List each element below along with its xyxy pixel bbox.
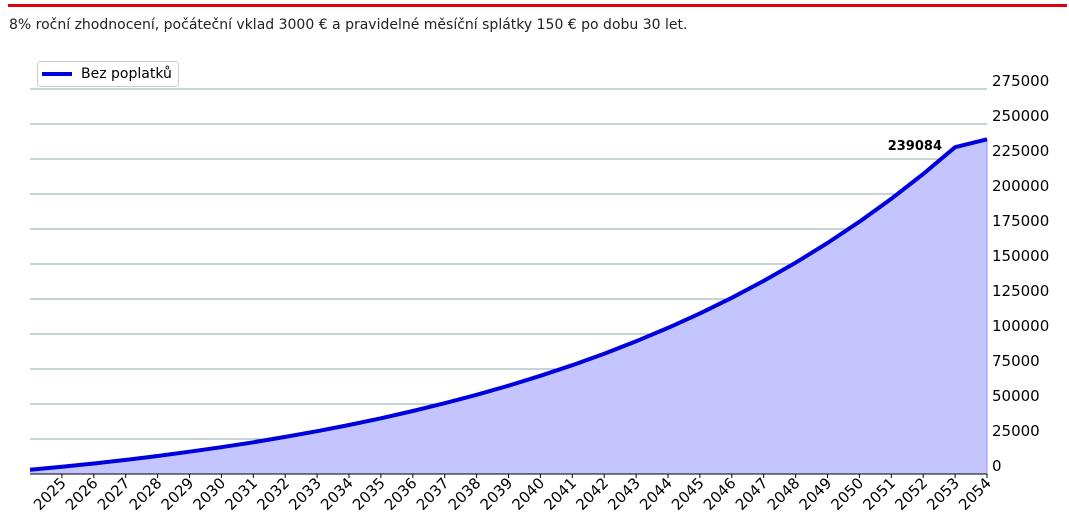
y-tick-label: 25000 bbox=[992, 422, 1040, 440]
x-tick-label: 2027 bbox=[94, 474, 134, 514]
x-tick-label: 2053 bbox=[923, 474, 963, 514]
x-tick-label: 2033 bbox=[285, 474, 325, 514]
y-tick-label: 225000 bbox=[992, 142, 1049, 160]
y-tick-label: 125000 bbox=[992, 282, 1049, 300]
x-tick-label: 2032 bbox=[253, 474, 293, 514]
x-tick-label: 2049 bbox=[796, 474, 836, 514]
x-tick-label: 2031 bbox=[221, 474, 261, 514]
x-tick-label: 2034 bbox=[317, 474, 357, 514]
chart-caption: 8% roční zhodnocení, počáteční vklad 300… bbox=[9, 17, 688, 33]
x-tick-label: 2037 bbox=[413, 474, 453, 514]
x-tick-label: 2046 bbox=[700, 474, 740, 514]
legend-swatch bbox=[42, 72, 72, 76]
y-tick-label: 50000 bbox=[992, 387, 1040, 405]
x-tick-label: 2029 bbox=[158, 474, 198, 514]
y-tick-label: 200000 bbox=[992, 177, 1049, 195]
y-tick-label: 250000 bbox=[992, 107, 1049, 125]
x-tick-label: 2040 bbox=[508, 474, 548, 514]
x-tick-label: 2030 bbox=[189, 474, 229, 514]
accent-bar bbox=[8, 4, 1067, 7]
x-tick-label: 2036 bbox=[381, 474, 421, 514]
x-tick-label: 2025 bbox=[30, 474, 70, 514]
x-tick-label: 2028 bbox=[126, 474, 166, 514]
legend-label: Bez poplatků bbox=[81, 66, 172, 82]
x-tick-label: 2051 bbox=[859, 474, 899, 514]
x-tick-label: 2054 bbox=[955, 474, 995, 514]
chart-legend: Bez poplatků bbox=[37, 61, 179, 87]
end-value-label: 239084 bbox=[888, 139, 942, 154]
grid-lines bbox=[30, 88, 987, 440]
area-fill bbox=[30, 139, 987, 475]
y-tick-label: 150000 bbox=[992, 247, 1049, 265]
y-tick-label: 275000 bbox=[992, 72, 1049, 90]
x-tick-label: 2038 bbox=[445, 474, 485, 514]
series-line bbox=[29, 137, 988, 472]
x-tick-label: 2026 bbox=[62, 474, 102, 514]
x-tick-label: 2042 bbox=[572, 474, 612, 514]
x-tick-label: 2039 bbox=[477, 474, 517, 514]
x-tick-label: 2047 bbox=[732, 474, 772, 514]
y-tick-label: 0 bbox=[992, 457, 1002, 475]
x-tick-label: 2050 bbox=[827, 474, 867, 514]
x-tick-label: 2052 bbox=[891, 474, 931, 514]
x-tick-label: 2045 bbox=[668, 474, 708, 514]
x-tick-label: 2043 bbox=[604, 474, 644, 514]
x-tick-labels: 2025202620272028202920302031203220332034… bbox=[30, 474, 995, 514]
x-tick-label: 2035 bbox=[349, 474, 389, 514]
y-tick-label: 175000 bbox=[992, 212, 1049, 230]
x-tick-label: 2044 bbox=[636, 474, 676, 514]
x-tick-label: 2048 bbox=[764, 474, 804, 514]
x-tick-label: 2041 bbox=[540, 474, 580, 514]
y-tick-label: 100000 bbox=[992, 317, 1049, 335]
y-tick-label: 75000 bbox=[992, 352, 1040, 370]
y-tick-labels: 0 25000 50000 75000 100000 125000 150000 175000… bbox=[992, 72, 1049, 475]
